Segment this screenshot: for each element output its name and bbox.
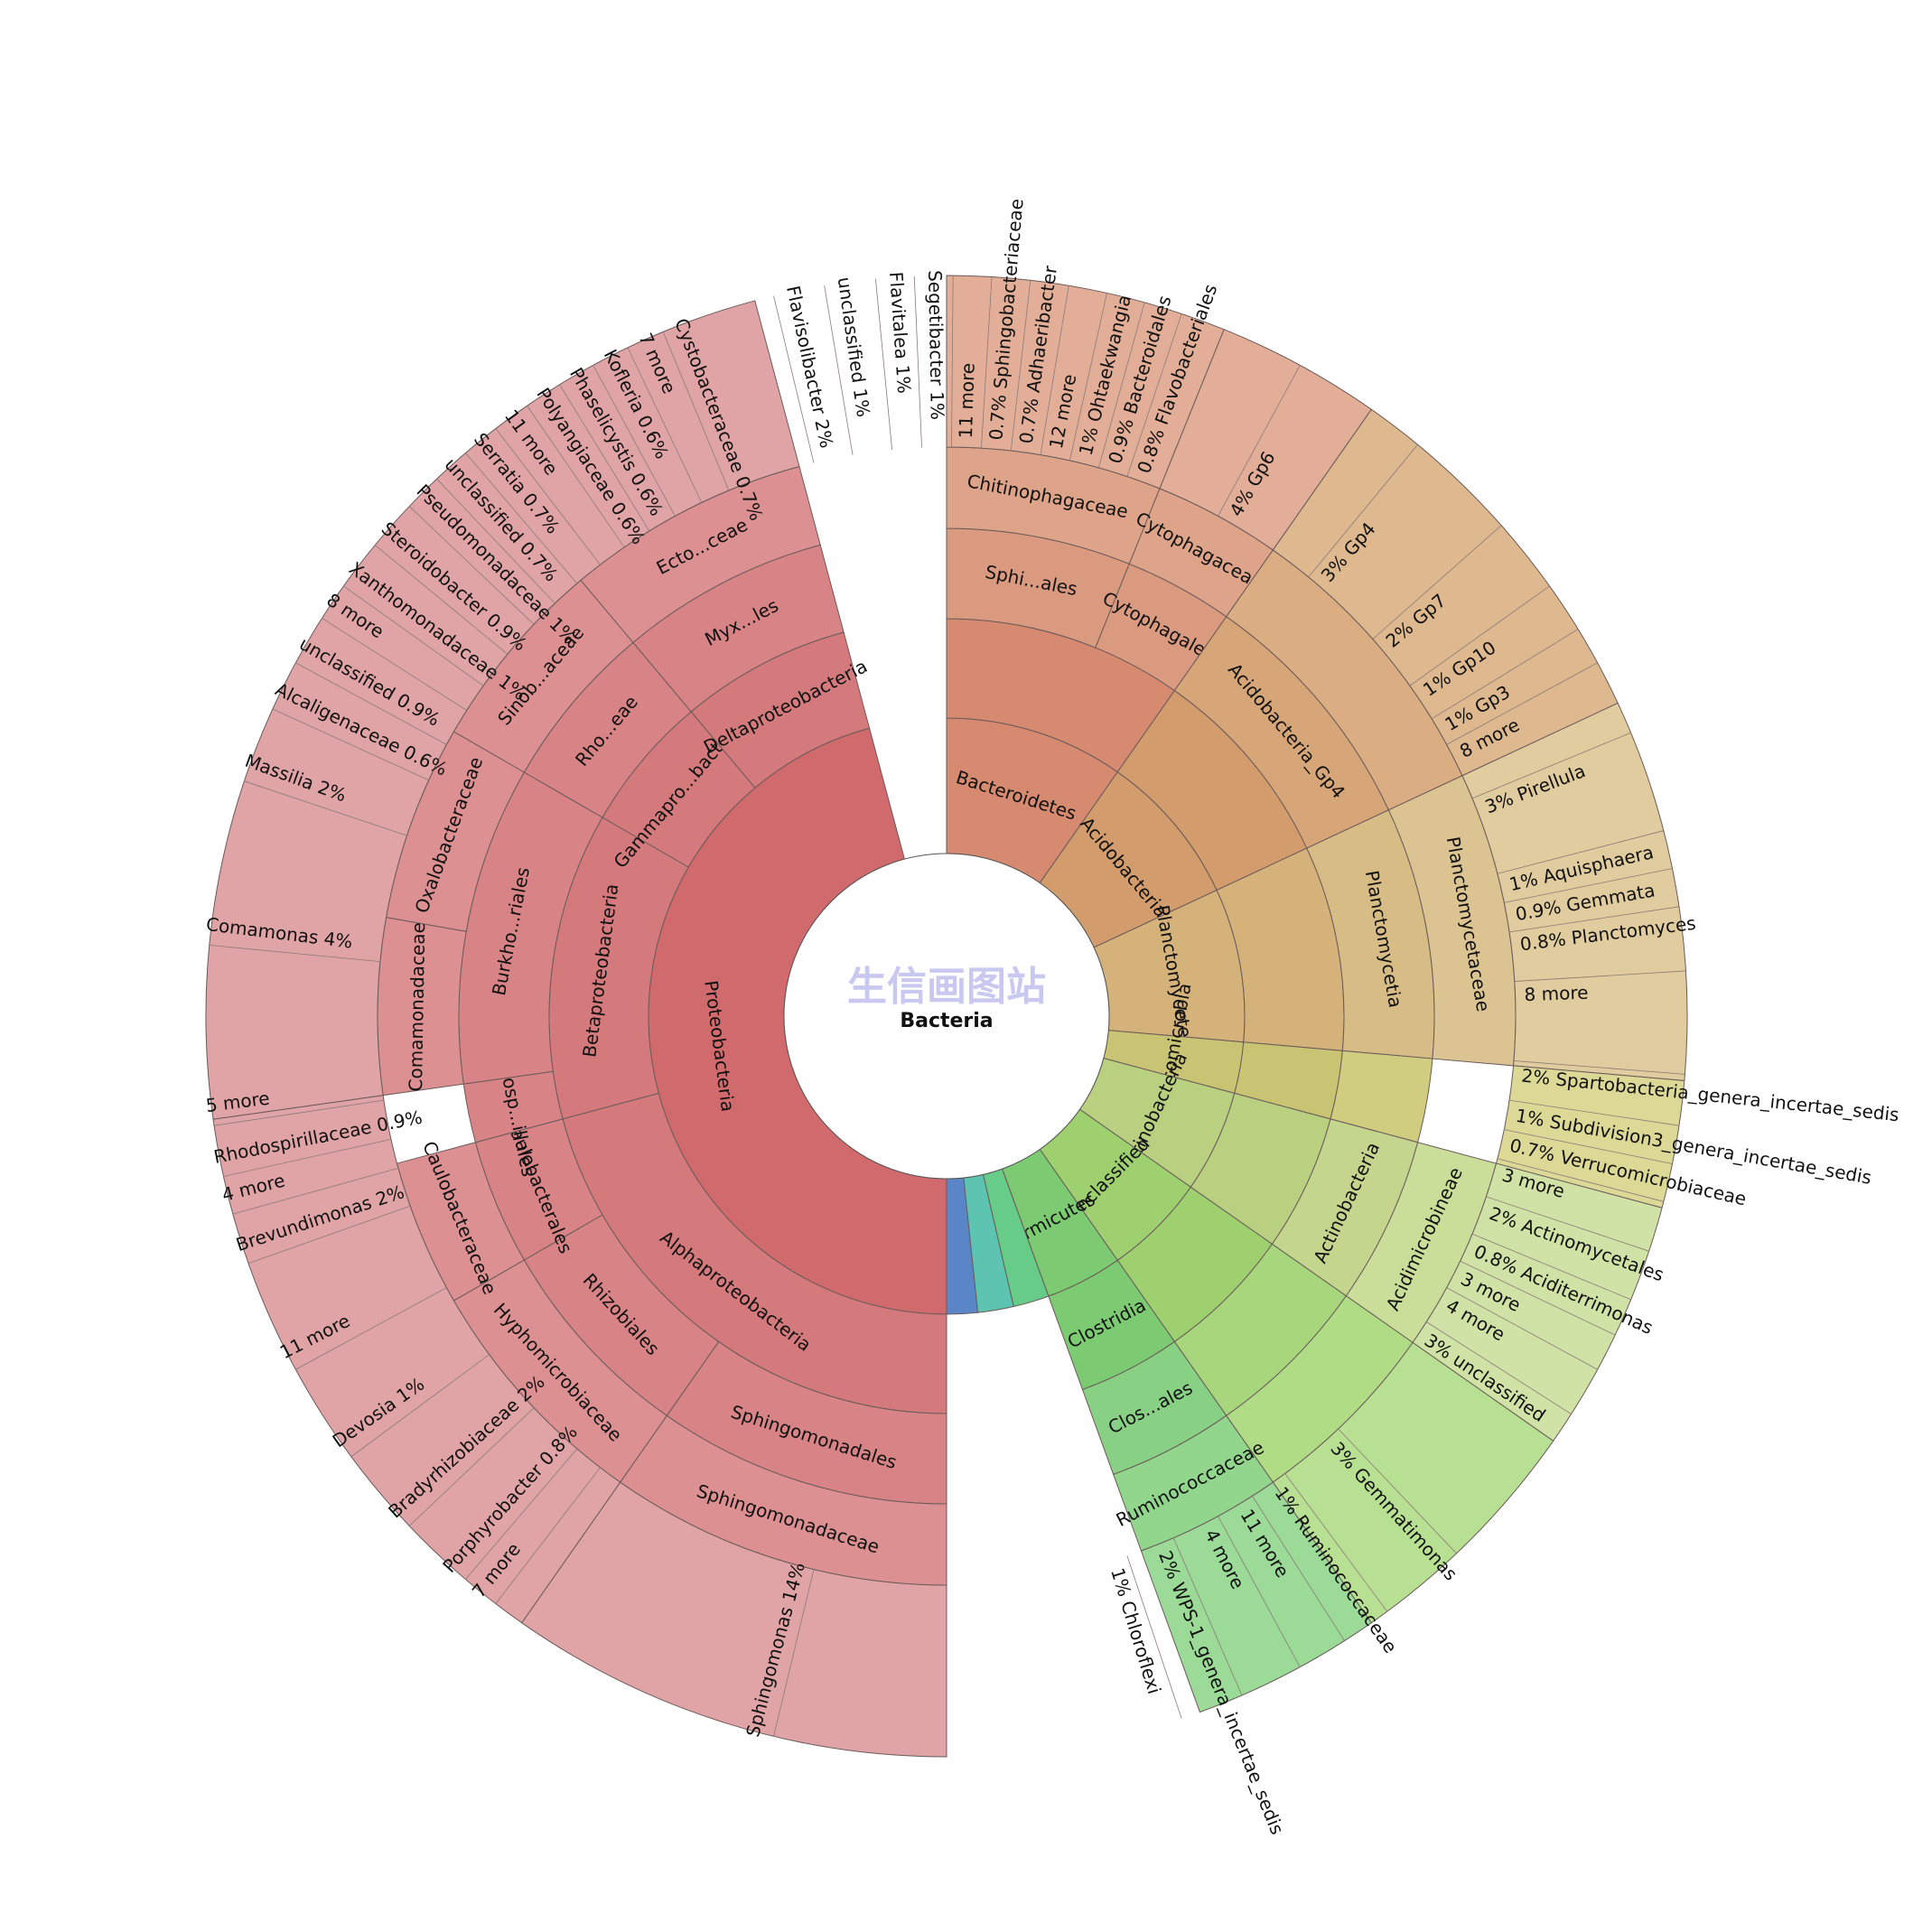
leaf-divider-16 xyxy=(1446,662,1598,745)
leaf-divider-23 xyxy=(1509,1099,1680,1126)
leaf-divider-38 xyxy=(495,1467,601,1604)
leaf-divider-36 xyxy=(1126,1555,1182,1719)
leaf-divider-54 xyxy=(408,506,535,625)
leaf-divider-48 xyxy=(244,780,407,836)
leaf-divider-51 xyxy=(322,618,467,711)
leaf-divider-57 xyxy=(495,428,601,565)
leaf-divider-28 xyxy=(1460,1260,1616,1336)
leaf-divider-55 xyxy=(436,478,555,604)
wedge-label-47: Comamonadaceae xyxy=(405,922,429,1092)
leaf-divider-13 xyxy=(1372,525,1502,639)
leaf-divider-49 xyxy=(272,708,429,781)
center-hole xyxy=(783,853,1110,1180)
leaf-divider-8 xyxy=(1069,293,1107,462)
leaf-divider-41 xyxy=(350,1354,490,1458)
leaf-divider-3 xyxy=(913,275,922,448)
leaf-divider-45 xyxy=(223,1138,392,1177)
leaf-divider-26 xyxy=(1486,1196,1649,1252)
leaf-divider-32 xyxy=(1284,1473,1388,1612)
leaf-divider-52 xyxy=(343,585,484,686)
leaf-divider-42 xyxy=(295,1287,447,1370)
leaf-divider-43 xyxy=(247,1205,411,1265)
leaf-divider-21 xyxy=(1514,970,1686,982)
leaf-divider-30 xyxy=(1426,1321,1572,1414)
leaf-divider-33 xyxy=(1252,1496,1345,1641)
leaf-divider-20 xyxy=(1509,906,1680,933)
leaf-divider-4 xyxy=(951,275,954,448)
leaf-divider-25 xyxy=(1497,1158,1664,1202)
leaf-divider-7 xyxy=(1040,285,1069,455)
leaf-divider-19 xyxy=(1504,868,1673,903)
leaf-divider-44 xyxy=(232,1167,399,1215)
wedge-58[interactable] xyxy=(1140,1481,1373,1713)
leaf-divider-27 xyxy=(1471,1233,1631,1301)
leaf-divider-12 xyxy=(1308,444,1418,578)
leaf-divider-53 xyxy=(375,545,509,655)
leaf-divider-6 xyxy=(1010,280,1031,452)
leaf-divider-1 xyxy=(824,285,854,455)
leaf-label-2: Flavitalea 1% xyxy=(885,271,915,394)
leaf-divider-31 xyxy=(1338,1428,1457,1554)
leaf-label-4: 11 more xyxy=(955,362,979,438)
leaf-divider-0 xyxy=(773,295,815,463)
leaf-divider-11 xyxy=(1218,365,1301,517)
leaf-divider-50 xyxy=(295,662,447,745)
wedge-layer: BacteroidetesAcidobacteriaPlanctomycetes… xyxy=(205,275,1688,1758)
leaf-divider-29 xyxy=(1446,1287,1598,1370)
leaf-divider-14 xyxy=(1409,585,1550,686)
leaf-label-21: 8 more xyxy=(1524,982,1589,1005)
leaf-divider-24 xyxy=(1504,1129,1673,1164)
leaf-divider-40 xyxy=(408,1407,535,1526)
leaf-divider-18 xyxy=(1497,830,1664,874)
leaf-divider-47 xyxy=(209,945,380,963)
leaf-divider-56 xyxy=(465,453,578,584)
leaf-divider-62 xyxy=(662,331,730,491)
leaf-label-3: Segetibacter 1% xyxy=(924,270,948,420)
leaf-divider-39 xyxy=(465,1448,578,1580)
leaf-divider-17 xyxy=(1471,732,1631,799)
wedge-60[interactable] xyxy=(212,1095,621,1624)
leaf-divider-2 xyxy=(875,278,893,450)
leaf-divider-46 xyxy=(213,1099,384,1126)
leaf-divider-34 xyxy=(1218,1516,1301,1667)
leaf-divider-22 xyxy=(1514,1060,1685,1075)
leaf-label-1: unclassified 1% xyxy=(834,275,875,418)
leaf-divider-35 xyxy=(1172,1537,1243,1696)
leaf-divider-61 xyxy=(627,347,703,503)
leaf-divider-10 xyxy=(1126,313,1182,477)
leaf-divider-58 xyxy=(527,405,625,548)
leaf-divider-59 xyxy=(559,384,650,532)
leaf-divider-37 xyxy=(773,1569,815,1737)
leaf-divider-15 xyxy=(1431,629,1579,720)
leaf-divider-60 xyxy=(593,365,676,517)
leaf-divider-5 xyxy=(981,276,993,449)
center-label[interactable]: Bacteria xyxy=(900,1010,993,1032)
wedge-61[interactable] xyxy=(205,300,800,1120)
watermark-text: 生信画图站 xyxy=(847,964,1046,1010)
leaf-divider-9 xyxy=(1097,302,1145,469)
